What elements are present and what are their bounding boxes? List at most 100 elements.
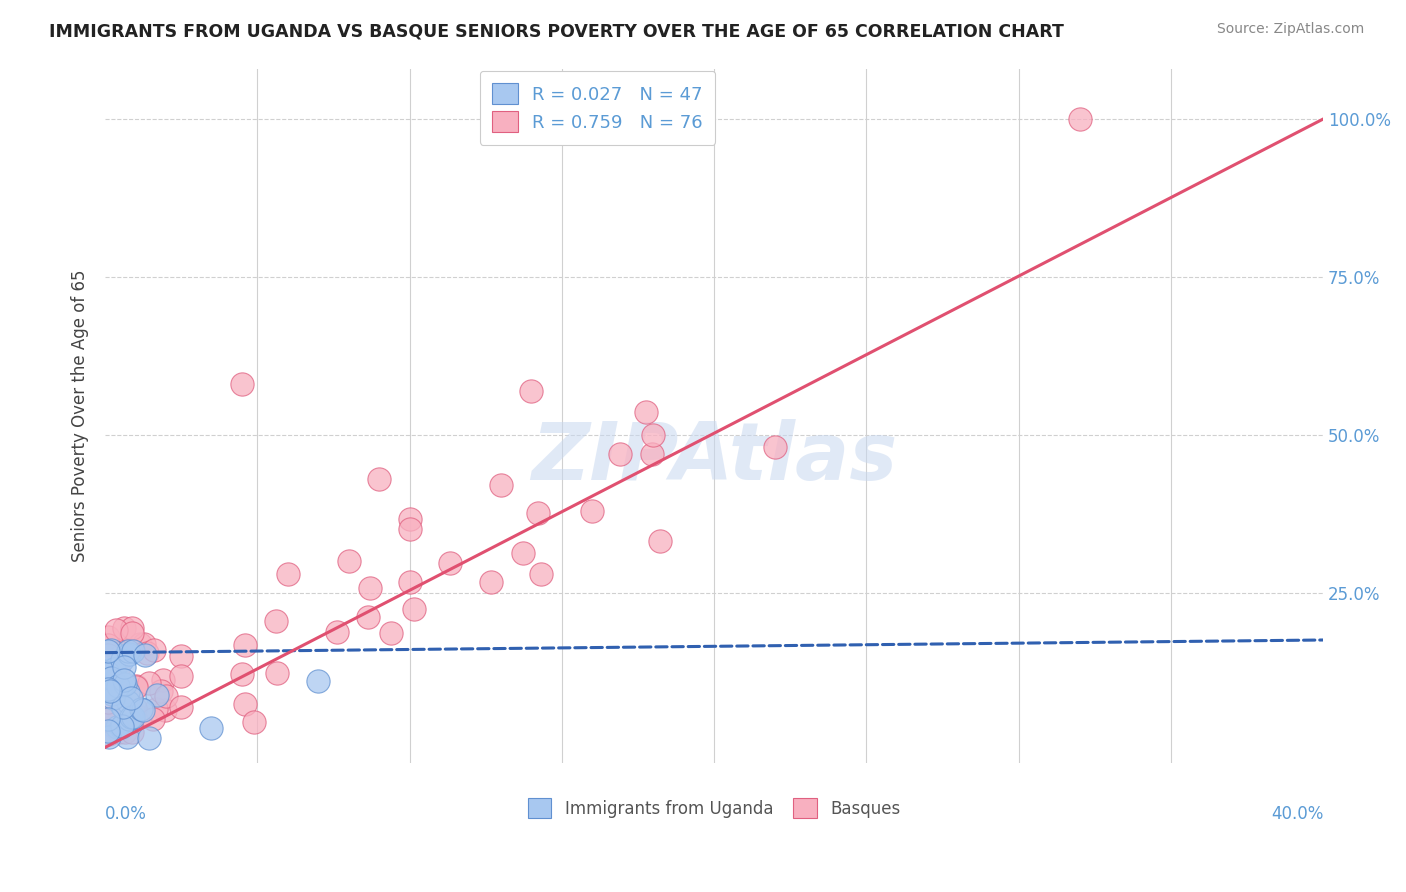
- Point: [530, 567, 553, 582]
- Point: [132, 703, 155, 717]
- Point: [100, 671, 122, 685]
- Point: [200, 721, 222, 735]
- Point: [108, 681, 131, 696]
- Point: [101, 719, 124, 733]
- Point: [357, 610, 380, 624]
- Point: [138, 676, 160, 690]
- Point: [115, 715, 138, 730]
- Point: [111, 719, 134, 733]
- Point: [170, 669, 193, 683]
- Point: [107, 679, 129, 693]
- Point: [120, 710, 142, 724]
- Point: [108, 725, 131, 739]
- Point: [581, 503, 603, 517]
- Point: [101, 687, 124, 701]
- Point: [120, 691, 142, 706]
- Point: [479, 574, 502, 589]
- Point: [103, 690, 125, 705]
- Text: ZIPAtlas: ZIPAtlas: [531, 418, 897, 497]
- Point: [97, 724, 120, 739]
- Legend: Immigrants from Uganda, Basques: Immigrants from Uganda, Basques: [522, 792, 907, 824]
- Point: [114, 724, 136, 739]
- Point: [368, 472, 391, 486]
- Point: [110, 698, 132, 713]
- Point: [634, 404, 657, 418]
- Point: [135, 646, 157, 660]
- Point: [763, 441, 786, 455]
- Point: [117, 695, 139, 709]
- Text: IMMIGRANTS FROM UGANDA VS BASQUE SENIORS POVERTY OVER THE AGE OF 65 CORRELATION : IMMIGRANTS FROM UGANDA VS BASQUE SENIORS…: [49, 22, 1064, 40]
- Point: [326, 624, 349, 639]
- Point: [648, 534, 671, 549]
- Point: [122, 643, 145, 657]
- Point: [98, 714, 121, 729]
- Point: [97, 713, 120, 727]
- Point: [149, 684, 172, 698]
- Point: [110, 720, 132, 734]
- Point: [105, 672, 128, 686]
- Point: [97, 664, 120, 678]
- Point: [520, 384, 543, 398]
- Point: [512, 546, 534, 560]
- Point: [118, 643, 141, 657]
- Point: [115, 730, 138, 744]
- Point: [129, 702, 152, 716]
- Y-axis label: Seniors Poverty Over the Age of 65: Seniors Poverty Over the Age of 65: [72, 269, 89, 562]
- Point: [112, 673, 135, 688]
- Point: [97, 712, 120, 726]
- Point: [97, 695, 120, 709]
- Point: [121, 626, 143, 640]
- Point: [97, 681, 120, 696]
- Point: [264, 615, 287, 629]
- Point: [398, 523, 420, 537]
- Point: [112, 660, 135, 674]
- Point: [359, 581, 381, 595]
- Point: [121, 621, 143, 635]
- Point: [402, 602, 425, 616]
- Point: [439, 556, 461, 570]
- Point: [100, 664, 122, 678]
- Point: [153, 702, 176, 716]
- Point: [266, 665, 288, 680]
- Point: [125, 680, 148, 694]
- Point: [399, 575, 422, 590]
- Point: [110, 682, 132, 697]
- Point: [97, 644, 120, 658]
- Point: [170, 649, 193, 664]
- Point: [307, 673, 329, 688]
- Point: [114, 708, 136, 723]
- Point: [145, 702, 167, 716]
- Point: [97, 638, 120, 652]
- Point: [609, 447, 631, 461]
- Point: [124, 680, 146, 694]
- Point: [641, 447, 664, 461]
- Text: Source: ZipAtlas.com: Source: ZipAtlas.com: [1216, 22, 1364, 37]
- Point: [1069, 112, 1091, 126]
- Point: [97, 727, 120, 741]
- Point: [111, 646, 134, 660]
- Point: [122, 710, 145, 724]
- Point: [134, 648, 156, 662]
- Point: [103, 662, 125, 676]
- Point: [112, 699, 135, 714]
- Point: [117, 644, 139, 658]
- Point: [118, 647, 141, 661]
- Text: 0.0%: 0.0%: [105, 805, 148, 822]
- Point: [128, 637, 150, 651]
- Point: [132, 637, 155, 651]
- Point: [142, 643, 165, 657]
- Point: [399, 512, 422, 526]
- Point: [101, 662, 124, 676]
- Point: [146, 688, 169, 702]
- Point: [118, 712, 141, 726]
- Point: [121, 724, 143, 739]
- Point: [111, 677, 134, 691]
- Point: [231, 667, 253, 681]
- Point: [98, 712, 121, 726]
- Point: [111, 653, 134, 667]
- Point: [170, 700, 193, 714]
- Point: [97, 631, 120, 645]
- Point: [124, 701, 146, 715]
- Point: [277, 566, 299, 581]
- Point: [155, 689, 177, 703]
